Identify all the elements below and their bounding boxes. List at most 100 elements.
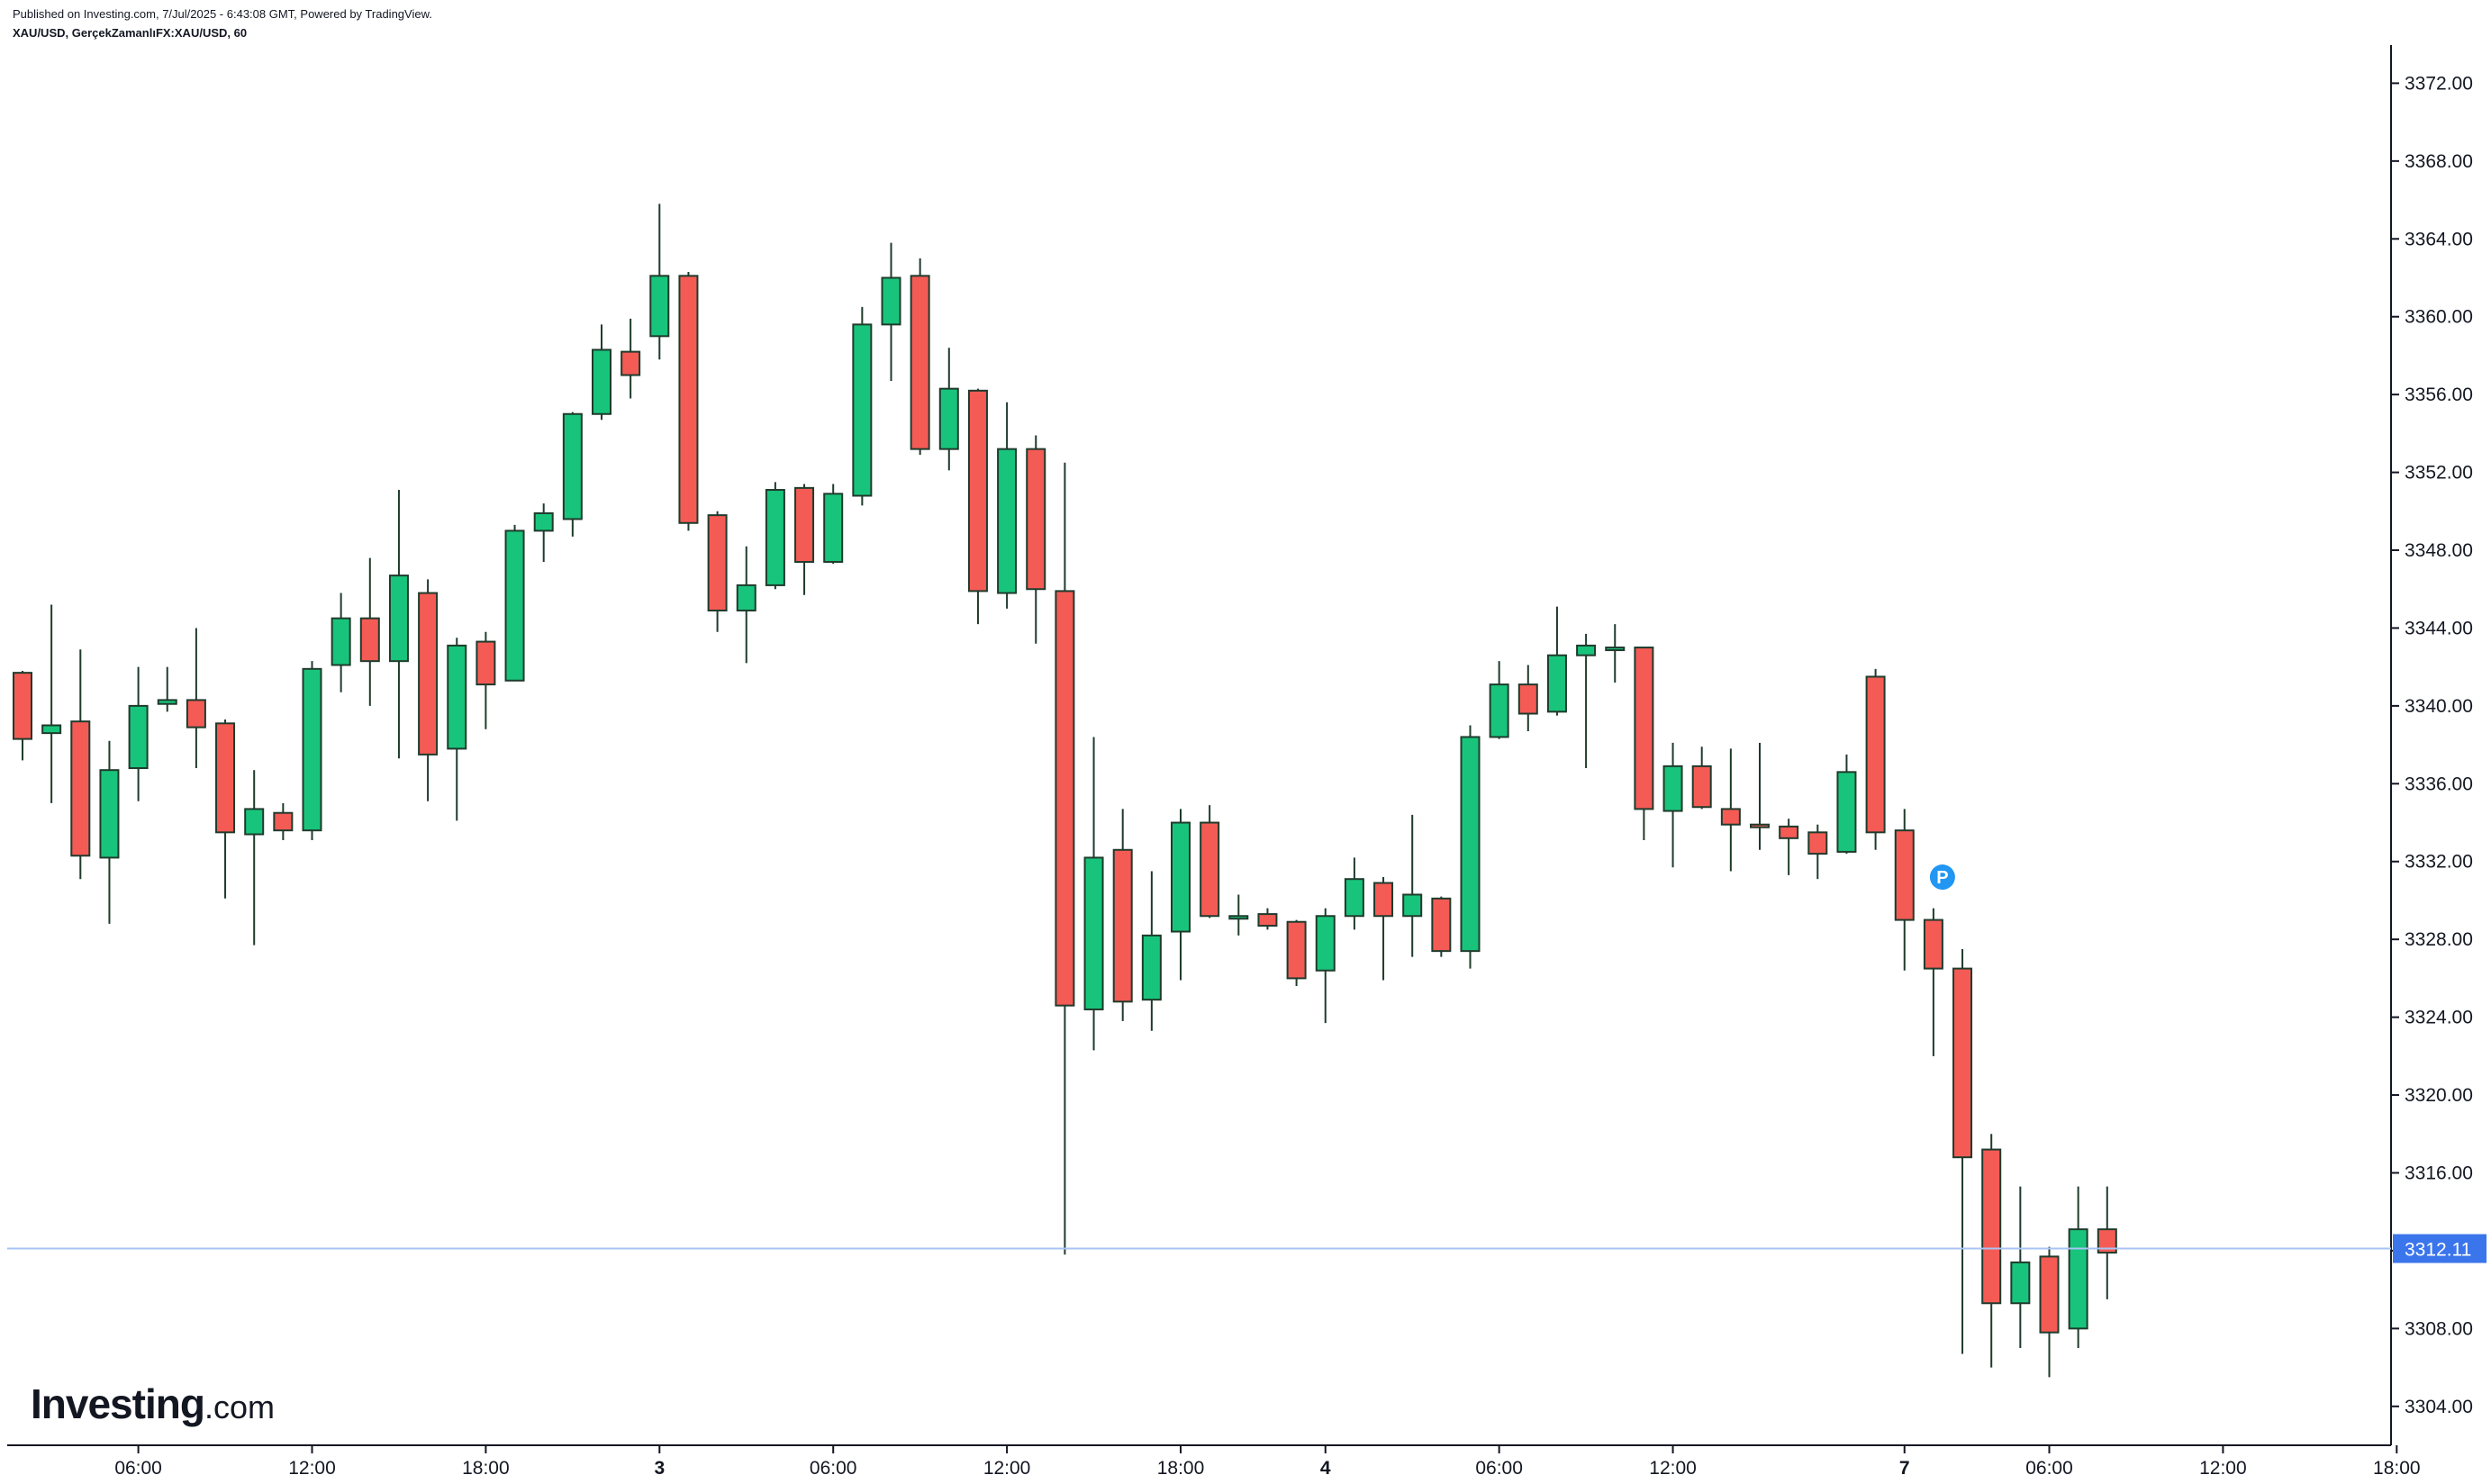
candle-body (1720, 808, 1741, 826)
last-price-label: 3312.11 (2405, 1240, 2471, 1261)
candle (273, 802, 294, 840)
candle-body (1779, 825, 1799, 839)
candle-body (823, 493, 844, 563)
y-tick-label: 3332.00 (2405, 852, 2473, 873)
candle (1257, 908, 1278, 930)
candle-body (504, 529, 525, 682)
candle (765, 482, 785, 590)
y-tick-label: 3324.00 (2405, 1008, 2473, 1028)
candle-body (794, 486, 815, 563)
candle-body (1402, 893, 1423, 918)
candle (649, 204, 670, 360)
candle-body (1952, 967, 1973, 1159)
x-tick-label: 06:00 (2025, 1458, 2073, 1479)
candle (1750, 742, 1770, 850)
candle-body (1460, 736, 1481, 953)
candle-body (620, 350, 641, 376)
candle-body (1923, 918, 1943, 970)
candle-body (562, 412, 583, 520)
candle (1083, 737, 1104, 1051)
candle (1691, 747, 1712, 810)
candle-body (388, 575, 409, 663)
candle-body (1286, 920, 1307, 980)
y-tick-label: 3328.00 (2405, 929, 2473, 950)
candle (620, 318, 641, 399)
candle-body (1546, 654, 1567, 713)
candle-body (1865, 675, 1886, 834)
candle (1517, 665, 1538, 731)
candle (1605, 624, 1626, 683)
candle-body (533, 511, 554, 532)
candle (881, 242, 901, 382)
candle (678, 272, 699, 531)
candle (13, 670, 32, 761)
x-tick-label: 06:00 (1475, 1458, 1523, 1479)
x-tick-label: 18:00 (462, 1458, 510, 1479)
candle-body (592, 348, 611, 415)
candle (592, 324, 611, 421)
candle (967, 388, 988, 625)
x-tick-label: 12:00 (983, 1458, 1031, 1479)
candle (562, 412, 583, 537)
candle-body (1083, 856, 1104, 1010)
candle (1402, 814, 1423, 957)
candle (1141, 871, 1162, 1031)
candle-body (1605, 647, 1626, 652)
candle-body (2039, 1255, 2060, 1334)
y-tick-label: 3340.00 (2405, 696, 2473, 717)
candle (1576, 633, 1597, 769)
candle (186, 628, 206, 769)
candle (244, 770, 265, 946)
candle (1720, 748, 1741, 872)
candle (1546, 606, 1567, 716)
candle (1286, 919, 1307, 987)
x-tick-label: 18:00 (1157, 1458, 1205, 1479)
candle (1200, 805, 1220, 918)
candle-body (1517, 683, 1538, 715)
candle (1344, 857, 1364, 930)
candle (504, 524, 525, 682)
x-tick-label: 4 (1320, 1458, 1331, 1479)
p-marker-icon (1929, 864, 1955, 891)
candle-body (649, 275, 670, 338)
candle-body (707, 514, 728, 612)
candle-body (1836, 771, 1857, 853)
candle (1634, 647, 1654, 840)
candle-body (1055, 590, 1075, 1007)
price-overlay: 3312.11 P (7, 864, 2486, 1263)
candle-body (938, 387, 959, 450)
y-tick-label: 3368.00 (2405, 151, 2473, 172)
candle-body (99, 769, 120, 859)
candle (302, 661, 322, 840)
candle (910, 258, 930, 456)
candle (1228, 894, 1249, 936)
chart-axes: 3304.003308.003312.003316.003320.003324.… (7, 45, 2473, 1479)
logo-suffix: .com (204, 1389, 275, 1425)
candle (2097, 1186, 2117, 1299)
candle-body (1026, 448, 1046, 591)
candle-body (331, 617, 351, 666)
candle-body (1662, 765, 1683, 812)
y-tick-label: 3304.00 (2405, 1397, 2473, 1417)
candle (41, 604, 62, 803)
candle-body (128, 704, 149, 770)
candle-body (997, 448, 1018, 594)
x-tick-label: 12:00 (288, 1458, 336, 1479)
candle-body (1489, 683, 1509, 738)
candles-layer (13, 204, 2117, 1378)
candle (1055, 462, 1075, 1255)
candle (2068, 1186, 2088, 1348)
candle (2010, 1186, 2031, 1348)
x-tick-label: 06:00 (810, 1458, 857, 1479)
y-tick-label: 3348.00 (2405, 540, 2473, 561)
candle-body (2097, 1228, 2117, 1254)
y-tick-label: 3344.00 (2405, 618, 2473, 638)
y-tick-label: 3360.00 (2405, 307, 2473, 328)
candle-body (70, 720, 91, 857)
candle (157, 666, 177, 712)
candle (707, 511, 728, 632)
logo-wordmark: Investing (31, 1380, 205, 1427)
candle (128, 666, 149, 801)
x-tick-label: 3 (654, 1458, 665, 1479)
